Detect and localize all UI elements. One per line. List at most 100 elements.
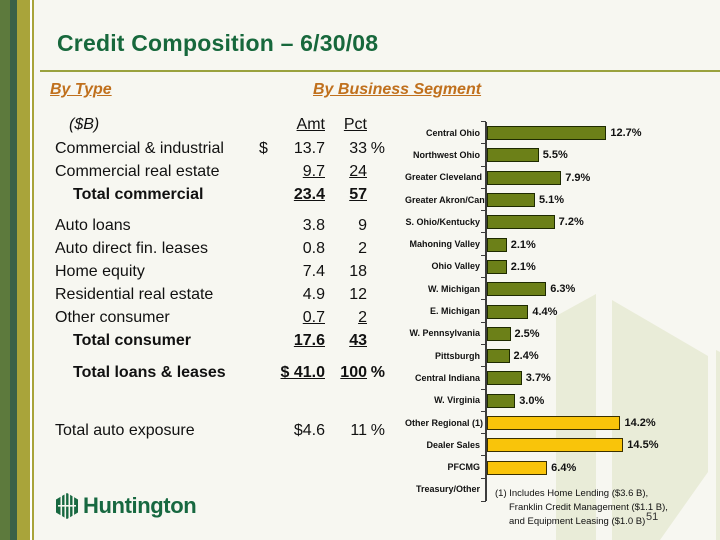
edge-stripe-olive-thin	[32, 0, 34, 540]
percent-value: 18	[349, 263, 367, 280]
row-label: Residential real estate	[55, 286, 214, 303]
footnote-line-3: and Equipment Leasing ($1.0 B)	[509, 515, 646, 527]
chart-row: E. Michigan 4.4%	[405, 299, 719, 323]
table-row: Commercial real estate 9.7 24	[55, 163, 385, 186]
chart-category-label: Central Ohio	[425, 127, 480, 138]
row-amount: 0.8	[257, 240, 325, 258]
chart-bar-area: 7.2%	[481, 210, 719, 234]
chart-bar-area: 4.4%	[481, 299, 719, 323]
chart-row: Mahoning Valley 2.1%	[405, 232, 719, 256]
percent-value: 33	[349, 140, 367, 157]
footnote-line-2: Franklin Credit Management ($1.1 B),	[509, 501, 668, 513]
chart-row: Pittsburgh 2.4%	[405, 343, 719, 368]
chart-bar	[487, 237, 507, 252]
chart-value-label: 14.5%	[627, 439, 659, 452]
chart-row: Treasury/Other	[405, 477, 719, 503]
amount-value: 0.7	[302, 309, 325, 326]
page-title: Credit Composition – 6/30/08	[57, 30, 379, 56]
row-label: Total commercial	[73, 186, 204, 203]
chart-bar	[487, 193, 535, 208]
chart-bar-area	[481, 477, 719, 503]
chart-value-label: 6.4%	[551, 461, 577, 474]
table-row: Total consumer 17.6 43	[55, 332, 385, 355]
chart-value-label: 5.1%	[538, 194, 565, 207]
row-amount: $4.6	[257, 422, 325, 440]
chart-value-label: 12.7%	[610, 127, 642, 140]
row-percent: 33	[331, 140, 367, 158]
table-row: Total auto exposure $4.6 11%	[55, 422, 385, 445]
percent-value: 11	[350, 422, 367, 439]
by-type-table: ($B) Amt Pct Commercial & industrial $13.…	[55, 116, 385, 445]
table-row: Residential real estate 4.9 12	[55, 286, 385, 309]
percent-value: 100	[340, 364, 367, 381]
chart-value-label: 4.4%	[532, 305, 558, 318]
chart-row: S. Ohio/Kentucky 7.2%	[405, 210, 719, 234]
chart-bar-area: 7.9%	[481, 165, 719, 189]
chart-value-label: 7.9%	[565, 171, 591, 184]
row-percent: 100	[331, 364, 367, 382]
row-label: Auto direct fin. leases	[55, 240, 208, 257]
huntington-logo: Huntington	[55, 493, 197, 519]
amount-value: 9.7	[302, 163, 325, 180]
row-percent: 2	[331, 309, 367, 327]
by-business-segment-heading: By Business Segment	[313, 81, 482, 98]
chart-value-label: 6.3%	[550, 283, 576, 296]
chart-row: W. Virginia 3.0%	[405, 388, 719, 412]
percent-suffix: %	[370, 140, 385, 157]
percent-value: 2	[358, 309, 367, 326]
chart-value-label: 7.2%	[558, 216, 584, 229]
chart-category-label: Ohio Valley	[431, 261, 480, 272]
percent-suffix: %	[370, 422, 385, 439]
by-type-table-body: Commercial & industrial $13.7 33% Commercia…	[55, 140, 385, 445]
chart-bar-area: 2.5%	[481, 321, 719, 345]
footnote-line-1: (1) Includes Home Lending ($3.6 B),	[495, 488, 649, 499]
chart-bar	[487, 349, 510, 364]
row-percent: 43	[331, 332, 367, 350]
chart-bar-area: 6.3%	[481, 277, 719, 301]
chart-bar	[487, 460, 548, 475]
chart-category-label: PFCMG	[447, 462, 481, 473]
row-label: Commercial & industrial	[55, 140, 224, 157]
chart-bar-area: 3.7%	[481, 366, 719, 390]
chart-bar	[487, 215, 555, 230]
percent-value: 43	[349, 332, 367, 349]
chart-bar	[487, 170, 562, 185]
chart-bar-area: 5.5%	[481, 143, 719, 167]
row-label: Home equity	[55, 263, 145, 280]
chart-row: PFCMG 6.4%	[405, 455, 719, 479]
row-amount: 9.7	[257, 163, 325, 181]
amount-value: 13.7	[293, 140, 325, 157]
chart-bar	[487, 438, 624, 453]
row-percent: 57	[331, 186, 367, 204]
chart-bar	[487, 393, 516, 408]
chart-bar	[487, 416, 621, 430]
amount-value: 23.4	[293, 186, 325, 203]
row-amount: 3.8	[257, 217, 325, 235]
chart-value-label: 14.2%	[624, 417, 656, 429]
chart-bar	[487, 126, 607, 141]
row-amount: 4.9	[257, 286, 325, 304]
chart-category-label: E. Michigan	[429, 306, 480, 317]
amount-value: 17.6	[293, 332, 325, 349]
row-amount: 0.7	[257, 309, 325, 327]
chart-row: Dealer Sales 14.5%	[405, 433, 719, 457]
chart-value-label: 2.1%	[510, 260, 536, 273]
chart-bar	[487, 282, 547, 297]
chart-bar-area: 2.4%	[481, 343, 719, 368]
chart-bar	[487, 148, 539, 163]
chart-category-label: Treasury/Other	[415, 484, 480, 495]
row-percent: 12	[331, 286, 367, 304]
title-rule	[40, 70, 720, 72]
chart-value-label: 2.4%	[513, 350, 539, 363]
row-amount: 23.4	[257, 186, 325, 204]
chart-row: Northwest Ohio 5.5%	[405, 143, 719, 167]
chart-bar-area: 3.0%	[481, 388, 719, 412]
chart-category-label: W. Michigan	[427, 283, 480, 294]
percent-value: 12	[349, 286, 367, 303]
chart-category-label: W. Virginia	[434, 395, 480, 406]
table-row: Total commercial 23.4 57	[55, 186, 385, 209]
amount-value: 4.9	[302, 286, 325, 303]
row-percent: 11	[331, 422, 367, 440]
footnote: (1) Includes Home Lending ($3.6 B), Fran…	[495, 487, 710, 528]
